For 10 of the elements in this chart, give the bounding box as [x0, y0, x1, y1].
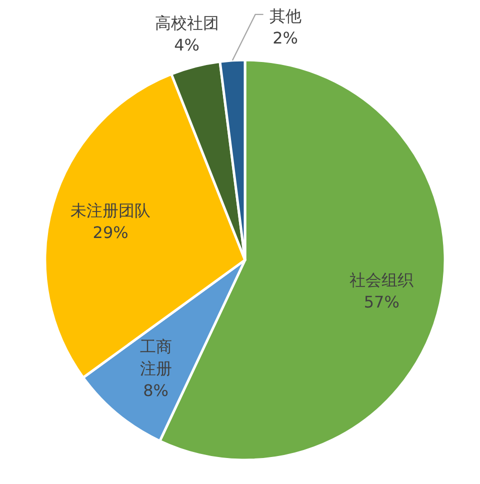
slice-label: 未注册团队 [70, 200, 151, 220]
data-label: 29% [92, 222, 128, 242]
slice-label: 高校社团 [154, 13, 219, 32]
data-label: 57% [364, 292, 400, 312]
slice-label: 工商注册 [140, 336, 172, 378]
data-label: 4% [174, 35, 200, 54]
slice-label: 社会组织 [350, 270, 414, 290]
data-label: 2% [272, 28, 298, 48]
data-label: 8% [143, 380, 168, 400]
slice-label: 其他 [269, 6, 302, 26]
